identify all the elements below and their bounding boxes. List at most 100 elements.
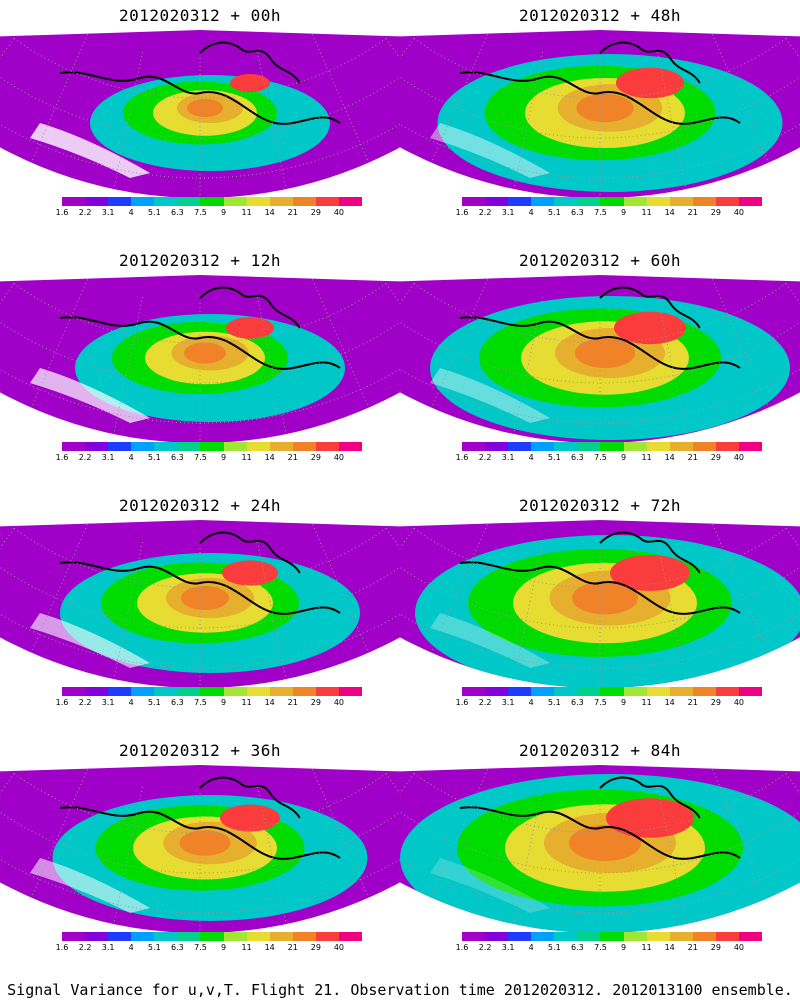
colorbar-swatch: [623, 687, 647, 696]
colorbar-swatch: [738, 932, 763, 941]
variance-contour: [222, 560, 278, 586]
colorbar-swatch: [715, 442, 739, 451]
colorbar-tick-label: 14: [664, 943, 675, 952]
colorbar-swatch: [246, 687, 270, 696]
colorbar-swatch: [554, 197, 578, 206]
longitude-gridline: [712, 279, 770, 408]
coastline: [599, 286, 701, 329]
missing-data-area: [30, 368, 150, 423]
colorbar-tick-label: 21: [287, 208, 298, 217]
colorbar-swatch: [462, 442, 486, 451]
longitude-gridline: [256, 541, 287, 680]
colorbar-ticks: 1.6 2.2 3.1 4 5.1 6.3 7.5 9 11 14 21 29 40: [50, 943, 350, 955]
colorbar-swatch: [508, 442, 532, 451]
colorbar-swatch: [623, 932, 647, 941]
colorbar-swatch: [715, 197, 739, 206]
colorbar-tick-label: 9: [220, 453, 227, 462]
colorbar-swatch: [62, 442, 86, 451]
colorbar-tick-label: 14: [664, 698, 675, 707]
variance-contour: [572, 581, 638, 615]
colorbar-swatch: [338, 442, 363, 451]
colorbar-tick-label: 5.1: [547, 208, 561, 217]
colorbar-tick-label: 6.3: [171, 453, 184, 462]
longitude-gridline: [712, 769, 770, 898]
map-panel: 2012020312 + 84h 1.6 2.2 3.1 4 5.1 6.3 7.5 9 11 14…: [400, 735, 800, 980]
colorbar-tick-label: 21: [687, 943, 698, 952]
latitude-gridline: [13, 773, 387, 834]
longitude-gridline: [30, 34, 88, 163]
colorbar-tick-label: 14: [264, 208, 275, 217]
colorbar-tick-label: 11: [241, 698, 252, 707]
colorbar-swatch: [669, 197, 693, 206]
longitude-gridline: [256, 786, 287, 925]
colorbar-swatch: [223, 197, 247, 206]
colorbar-swatch: [177, 687, 201, 696]
colorbar-tick-label: 5.1: [147, 208, 161, 217]
variance-contour: [187, 99, 223, 117]
coastline: [59, 561, 341, 615]
variance-contour: [184, 342, 226, 364]
map-panel: 2012020312 + 60h 1.6 2.2 3.1 4 5.1 6.3 7.5 9 11 14…: [400, 245, 800, 490]
colorbar-tick-label: 1.6: [455, 453, 469, 462]
colorbar-tick-label: 11: [641, 698, 652, 707]
colorbar-tick-label: 14: [264, 453, 275, 462]
latitude-gridline: [413, 283, 787, 344]
latitude-gridline: [400, 315, 800, 384]
panel-title: 2012020312 + 24h: [118, 496, 282, 515]
colorbar-swatch: [623, 442, 647, 451]
colorbar-swatch: [646, 687, 670, 696]
colorbar-swatch: [223, 687, 247, 696]
missing-data-area: [430, 858, 550, 913]
latitude-gridline: [0, 838, 400, 914]
variance-contour: [230, 74, 270, 92]
colorbar: [462, 197, 763, 206]
colorbar-tick-label: 40: [733, 698, 745, 707]
colorbar-tick-label: 9: [620, 943, 627, 952]
colorbar-swatch: [485, 442, 509, 451]
colorbar-tick-label: 11: [241, 208, 252, 217]
longitude-gridline: [113, 786, 144, 925]
colorbar-tick-label: 1.6: [55, 453, 69, 462]
colorbar-tick-label: 29: [310, 698, 321, 707]
colorbar-swatch: [577, 687, 601, 696]
latitude-gridline: [400, 103, 800, 179]
colorbar-swatch: [600, 687, 624, 696]
colorbar-swatch: [485, 687, 509, 696]
colorbar-swatch: [223, 442, 247, 451]
latitude-gridline: [400, 560, 800, 629]
longitude-gridline: [513, 786, 544, 925]
coastline: [459, 561, 741, 615]
colorbar-swatch: [292, 442, 316, 451]
colorbar-tick-label: 5.1: [547, 453, 561, 462]
colorbar-swatch: [108, 197, 132, 206]
colorbar-swatch: [85, 442, 109, 451]
longitude-gridline: [656, 296, 687, 435]
colorbar-tick-label: 40: [333, 943, 345, 952]
latitude-gridline: [400, 70, 800, 139]
colorbar-swatch: [315, 442, 339, 451]
variance-map: [0, 30, 400, 198]
colorbar-tick-label: 7.5: [194, 943, 207, 952]
colorbar-swatch: [246, 197, 270, 206]
longitude-gridline: [256, 296, 287, 435]
panel-title: 2012020312 + 84h: [518, 741, 682, 760]
colorbar-tick-label: 9: [220, 208, 227, 217]
colorbar-swatch: [85, 197, 109, 206]
latitude-gridline: [0, 805, 400, 874]
variance-map: [400, 520, 800, 688]
colorbar-swatch: [154, 442, 178, 451]
latitude-gridline: [0, 348, 400, 424]
variance-map: [400, 275, 800, 443]
colorbar-ticks: 1.6 2.2 3.1 4 5.1 6.3 7.5 9 11 14 21 29 40: [450, 453, 750, 465]
colorbar-tick-label: 2.2: [78, 208, 92, 217]
latitude-gridline: [13, 283, 387, 344]
colorbar-swatch: [292, 932, 316, 941]
variance-contour: [220, 804, 280, 832]
colorbar-swatch: [292, 197, 316, 206]
colorbar: [62, 687, 363, 696]
colorbar-tick-label: 3.1: [101, 208, 115, 217]
colorbar-swatch: [577, 197, 601, 206]
colorbar-swatch: [485, 197, 509, 206]
colorbar-tick-label: 7.5: [594, 943, 607, 952]
variance-map: [400, 765, 800, 933]
